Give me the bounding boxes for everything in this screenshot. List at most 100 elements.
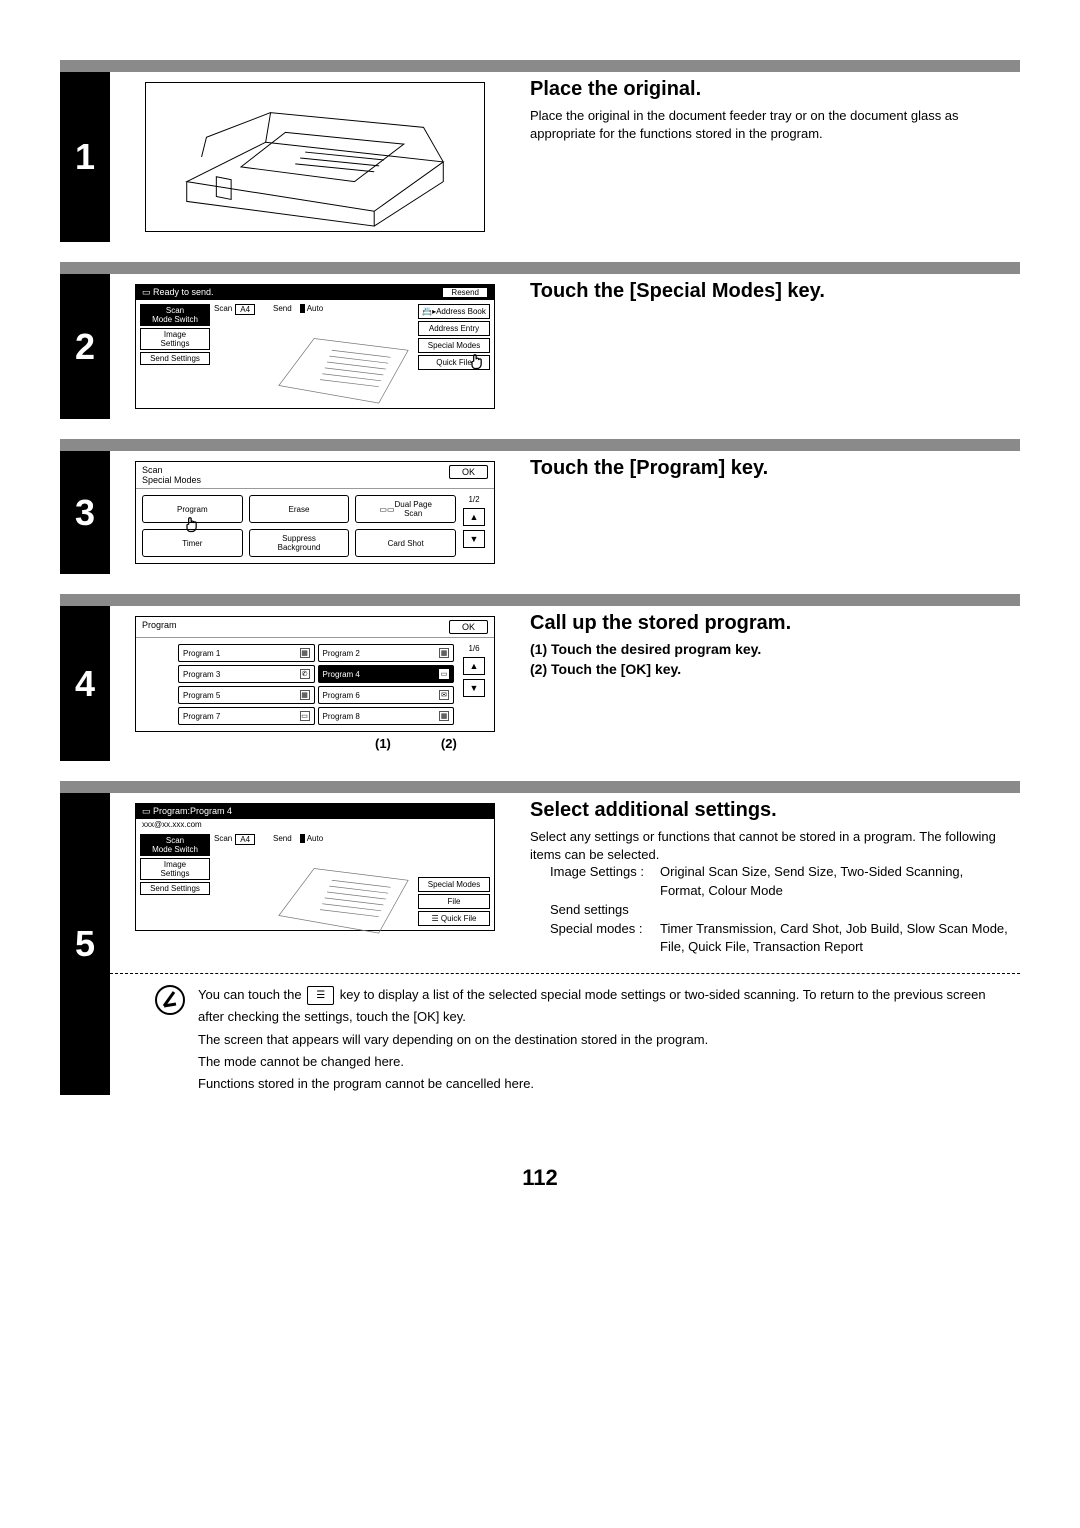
resend-button[interactable]: Resend xyxy=(442,287,488,298)
document-preview xyxy=(273,845,414,941)
image-settings-button[interactable]: Image Settings xyxy=(140,328,210,350)
grey-strip xyxy=(60,439,1020,451)
scan-mode-switch-button[interactable]: Scan Mode Switch xyxy=(140,304,210,326)
ok-button[interactable]: OK xyxy=(449,620,488,634)
grey-strip xyxy=(60,781,1020,793)
address-entry-button[interactable]: Address Entry xyxy=(418,321,490,336)
printer-illustration xyxy=(145,82,485,232)
status-text: ▭ Ready to send. xyxy=(142,287,214,298)
page-indicator: 1/2 xyxy=(468,495,479,504)
step-desc: Place the original in the document feede… xyxy=(530,107,1010,142)
step-title: Place the original. xyxy=(530,78,1010,101)
scroll-down-button[interactable]: ▼ xyxy=(463,530,485,548)
panel-header: Program xyxy=(142,620,177,634)
program-button[interactable]: Program 7▭ xyxy=(178,707,315,725)
card-shot-button[interactable]: Card Shot xyxy=(355,529,456,557)
program-button[interactable]: Program 4▭ xyxy=(318,665,455,683)
grey-strip xyxy=(60,594,1020,606)
program-type-icon: ✆ xyxy=(300,669,310,679)
quick-file-button[interactable]: ☰ Quick File xyxy=(418,911,490,926)
program-button[interactable]: Program 3✆ xyxy=(178,665,315,683)
program-type-icon: ▭ xyxy=(300,711,310,721)
step-2: 2 ▭ Ready to send. Resend Scan Mode Swit… xyxy=(60,262,1020,419)
image-settings-value: Original Scan Size, Send Size, Two-Sided… xyxy=(660,863,1010,901)
program-type-icon: ▦ xyxy=(439,711,449,721)
step-3: 3 Scan Special Modes OK Program Erase xyxy=(60,439,1020,574)
special-modes-button[interactable]: Special Modes xyxy=(418,338,490,353)
special-modes-panel: Scan Special Modes OK Program Erase ▭▭ D… xyxy=(135,461,495,564)
program-button[interactable]: Program 1▦ xyxy=(178,644,315,662)
ok-button[interactable]: OK xyxy=(449,465,488,479)
step-number: 3 xyxy=(60,451,110,574)
program-button[interactable]: Program xyxy=(142,495,243,523)
hand-icon xyxy=(467,351,487,371)
file-button[interactable]: File xyxy=(418,894,490,909)
page-indicator: 1/6 xyxy=(468,644,479,653)
step-number: 4 xyxy=(60,606,110,761)
suppress-background-button[interactable]: Suppress Background xyxy=(249,529,350,557)
note-line-3: The mode cannot be changed here. xyxy=(198,1051,1010,1073)
erase-button[interactable]: Erase xyxy=(249,495,350,523)
step-number: 2 xyxy=(60,274,110,419)
special-modes-grid: Program Erase ▭▭ Dual Page Scan Timer Su… xyxy=(142,495,456,557)
substep-2: (2) Touch the [OK] key. xyxy=(530,661,1010,677)
dashed-divider xyxy=(110,973,1020,974)
program-button[interactable]: Program 8▦ xyxy=(318,707,455,725)
step-title: Select additional settings. xyxy=(530,799,1010,822)
program-button[interactable]: Program 2▦ xyxy=(318,644,455,662)
step-title: Touch the [Special Modes] key. xyxy=(530,280,1010,303)
scroll-up-button[interactable]: ▲ xyxy=(463,657,485,675)
note-line-1: You can touch the ☰ key to display a lis… xyxy=(198,984,1010,1028)
auto-label: Auto xyxy=(300,304,323,313)
step-title: Call up the stored program. xyxy=(530,612,1010,635)
image-settings-label: Image Settings : xyxy=(550,863,660,901)
scan-label: Scan xyxy=(214,834,232,845)
settings-list: Image Settings : Original Scan Size, Sen… xyxy=(530,863,1010,957)
scan-label: Scan xyxy=(214,304,232,315)
special-modes-label: Special modes : xyxy=(550,920,660,958)
grey-strip xyxy=(60,60,1020,72)
a4-button[interactable]: A4 xyxy=(235,304,255,315)
program-panel: Program OK Program 1▦Program 2▦Program 3… xyxy=(135,616,495,732)
send-settings-label: Send settings xyxy=(550,901,660,920)
scan-mode-switch-button[interactable]: Scan Mode Switch xyxy=(140,834,210,856)
document-preview xyxy=(273,315,414,411)
scroll-down-button[interactable]: ▼ xyxy=(463,679,485,697)
send-settings-button[interactable]: Send Settings xyxy=(140,882,210,895)
step-1: 1 xyxy=(60,60,1020,242)
step-number: 1 xyxy=(60,72,110,242)
dual-page-scan-button[interactable]: ▭▭ Dual Page Scan xyxy=(355,495,456,523)
note-line-2: The screen that appears will vary depend… xyxy=(198,1029,1010,1051)
list-icon: ☰ xyxy=(307,986,334,1005)
send-label: Send xyxy=(273,304,292,313)
step-title: Touch the [Program] key. xyxy=(530,457,1010,480)
page-number: 112 xyxy=(60,1165,1020,1191)
program-type-icon: ▦ xyxy=(300,690,310,700)
status-text: ▭ Program:Program 4 xyxy=(136,804,494,819)
image-settings-button[interactable]: Image Settings xyxy=(140,858,210,880)
send-label: Send xyxy=(273,834,292,843)
program-type-icon: ▦ xyxy=(300,648,310,658)
a4-button[interactable]: A4 xyxy=(235,834,255,845)
program-type-icon: ▦ xyxy=(439,648,449,658)
illustration-caption: (1) (2) xyxy=(135,736,495,751)
program-type-icon: ✉ xyxy=(439,690,449,700)
step-4: 4 Program OK Program 1▦Program 2▦Program… xyxy=(60,594,1020,761)
step-5: 5 ▭ Program:Program 4 xxx@xx.xxx.com Sca… xyxy=(60,781,1020,1095)
substep-1: (1) Touch the desired program key. xyxy=(530,641,1010,657)
timer-button[interactable]: Timer xyxy=(142,529,243,557)
grey-strip xyxy=(60,262,1020,274)
panel-header: Scan Special Modes xyxy=(142,465,201,485)
address-book-button[interactable]: 📇▸Address Book xyxy=(418,304,490,319)
manual-page: 1 xyxy=(60,60,1020,1191)
special-modes-button[interactable]: Special Modes xyxy=(418,877,490,892)
scroll-up-button[interactable]: ▲ xyxy=(463,508,485,526)
note-line-4: Functions stored in the program cannot b… xyxy=(198,1073,1010,1095)
auto-label: Auto xyxy=(300,834,323,843)
step-desc: Select any settings or functions that ca… xyxy=(530,828,1010,863)
program-button[interactable]: Program 5▦ xyxy=(178,686,315,704)
scan-panel: ▭ Ready to send. Resend Scan Mode Switch… xyxy=(135,284,495,409)
send-settings-button[interactable]: Send Settings xyxy=(140,352,210,365)
program-button[interactable]: Program 6✉ xyxy=(318,686,455,704)
step-number: 5 xyxy=(60,793,110,1095)
